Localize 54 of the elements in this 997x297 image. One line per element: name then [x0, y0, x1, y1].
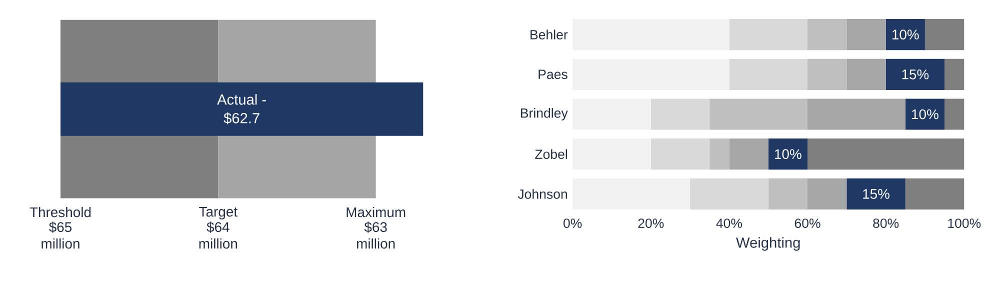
bar [768, 178, 808, 210]
bar [846, 178, 906, 210]
bar [808, 58, 847, 90]
bar [650, 98, 710, 130]
x-tick-label: $65 million [42, 222, 80, 249]
text: Threshold [30, 206, 91, 218]
y-tick-label: Behler [530, 30, 568, 40]
y-tick-label: Zobel [535, 149, 567, 160]
bar [572, 58, 730, 90]
bar [572, 138, 651, 170]
data-label: 10% [912, 109, 938, 120]
bar [572, 98, 651, 130]
bar [808, 138, 964, 170]
bar [808, 19, 847, 50]
bar [650, 138, 710, 170]
x-tick-label: 100% [948, 218, 981, 228]
bar [905, 98, 945, 130]
bar [886, 19, 925, 50]
bar [729, 19, 808, 50]
bar [729, 138, 768, 170]
bar [690, 178, 768, 210]
x-tick-label: 60% [794, 218, 820, 228]
annotation: Actual - $62.7 [217, 94, 266, 124]
data-label: 15% [863, 189, 890, 199]
bar [924, 19, 964, 50]
x-tick-label: $63 million [356, 222, 395, 249]
bar [846, 58, 886, 90]
x-tick-label: 40% [716, 218, 742, 228]
bar [846, 19, 886, 50]
text: Target [199, 207, 238, 220]
x-tick-label: 0% [564, 218, 582, 228]
data-label: 10% [892, 30, 919, 40]
bar [944, 58, 964, 90]
data-label: 10% [775, 149, 802, 160]
bar [886, 58, 945, 90]
bar [572, 19, 730, 50]
data-label: 15% [902, 70, 929, 80]
bar [729, 58, 808, 90]
bar [710, 98, 808, 130]
bar [808, 178, 847, 210]
text: Maximum [346, 206, 406, 218]
x-tick-label: 80% [873, 218, 899, 228]
x-tick-label: $64 million [199, 222, 238, 249]
y-tick-label: Paes [538, 70, 568, 80]
x-axis-title: Weighting [736, 237, 800, 251]
bar [808, 98, 906, 130]
bar [710, 138, 730, 170]
y-tick-label: Johnson [518, 189, 568, 199]
y-tick-label: Brindley [520, 108, 568, 120]
bar [768, 138, 808, 170]
bar [572, 178, 690, 210]
x-tick-label: 20% [638, 218, 664, 228]
bar [905, 178, 964, 210]
bar [944, 98, 964, 130]
